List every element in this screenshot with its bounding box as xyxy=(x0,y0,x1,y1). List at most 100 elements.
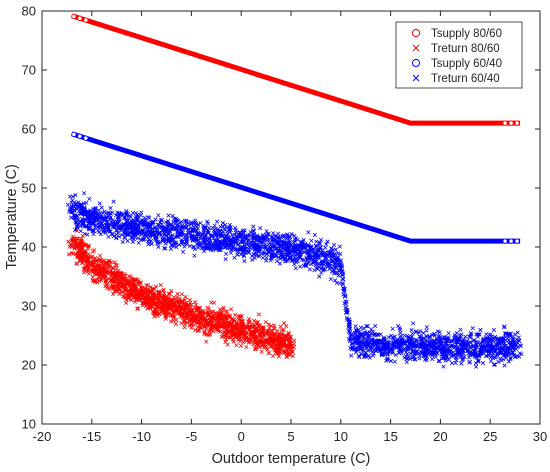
series-treturn-60-40-point xyxy=(78,229,83,234)
series-treturn-60-40-point xyxy=(102,209,107,214)
series-treturn-60-40-point xyxy=(250,257,255,262)
series-treturn-60-40-point xyxy=(206,230,211,235)
legend-label: Treturn 80/60 xyxy=(431,43,500,55)
series-treturn-60-40-point xyxy=(81,212,86,217)
series-treturn-60-40-point xyxy=(106,228,111,233)
series-treturn-60-40-point xyxy=(202,230,207,235)
series-treturn-60-40-point xyxy=(485,336,490,341)
series-treturn-60-40-point xyxy=(463,334,468,339)
series-treturn-60-40-point xyxy=(88,211,93,216)
series-treturn-80-60-point xyxy=(252,318,257,323)
series-treturn-60-40-point xyxy=(448,349,453,354)
series-treturn-60-40-point xyxy=(163,220,168,225)
series-treturn-60-40-point xyxy=(503,343,508,349)
y-tick-label: 10 xyxy=(22,417,36,432)
series-treturn-60-40-point xyxy=(323,258,329,263)
series-treturn-60-40-point xyxy=(223,257,228,262)
series-treturn-60-40-point xyxy=(97,201,102,206)
series-treturn-60-40-point xyxy=(329,249,334,255)
series-treturn-60-40-point xyxy=(204,219,210,224)
series-treturn-60-40-point xyxy=(192,220,197,226)
series-treturn-60-40-point xyxy=(177,232,182,237)
series-treturn-60-40-point xyxy=(220,220,225,226)
series-treturn-60-40-point xyxy=(264,229,269,234)
series-treturn-60-40-point xyxy=(459,332,464,337)
series-treturn-80-60-point xyxy=(263,320,268,325)
series-treturn-60-40-point xyxy=(445,336,450,341)
series-treturn-60-40-point xyxy=(462,354,467,359)
series-treturn-60-40-point xyxy=(399,337,404,342)
series-treturn-60-40-point xyxy=(280,255,285,260)
series-treturn-60-40-point xyxy=(356,327,361,332)
series-treturn-60-40-point xyxy=(417,353,422,358)
series-treturn-60-40-point xyxy=(314,239,319,244)
series-treturn-60-40-point xyxy=(179,225,184,230)
series-treturn-60-40-point xyxy=(163,241,168,246)
series-treturn-60-40-point xyxy=(338,252,343,257)
series-treturn-60-40-point xyxy=(459,361,464,366)
series-treturn-60-40-point xyxy=(317,274,322,279)
series-treturn-60-40-point xyxy=(91,228,97,234)
series-treturn-60-40-point xyxy=(84,209,89,214)
series-treturn-80-60-point xyxy=(259,349,264,354)
series-treturn-60-40-point xyxy=(138,219,143,224)
series-treturn-60-40-point xyxy=(277,261,282,266)
series-treturn-60-40-point xyxy=(163,246,168,251)
series-tsupply-60-40-point xyxy=(514,238,520,244)
series-treturn-80-60-point xyxy=(276,354,281,359)
series-treturn-80-60-point xyxy=(86,271,91,276)
series-treturn-60-40-point xyxy=(133,211,138,216)
series-treturn-60-40-point xyxy=(180,225,185,230)
x-tick-label: 10 xyxy=(334,429,348,444)
series-treturn-60-40-point xyxy=(484,332,489,337)
series-treturn-60-40-point xyxy=(108,216,113,221)
series-treturn-60-40-point xyxy=(166,213,171,218)
series-treturn-60-40-point xyxy=(484,353,489,358)
series-treturn-80-60-point xyxy=(229,307,234,312)
series-treturn-60-40-point xyxy=(374,338,379,343)
series-treturn-60-40-point xyxy=(430,357,435,362)
series-treturn-60-40-point xyxy=(502,324,507,329)
series-treturn-80-60-point xyxy=(187,298,192,303)
series-treturn-60-40-point xyxy=(461,351,466,356)
series-tsupply-80-60-point xyxy=(83,17,89,23)
series-treturn-60-40-point xyxy=(505,352,510,357)
series-treturn-60-40-point xyxy=(196,222,201,227)
series-treturn-60-40-point xyxy=(510,350,515,355)
series-treturn-60-40-point xyxy=(81,201,87,206)
series-treturn-60-40-point xyxy=(219,240,224,245)
series-treturn-60-40-point xyxy=(506,359,511,364)
series-treturn-60-40-point xyxy=(172,241,177,246)
series-treturn-60-40-point xyxy=(173,241,178,246)
series-treturn-60-40-point xyxy=(365,348,370,353)
series-treturn-60-40-point xyxy=(134,217,139,222)
series-treturn-60-40-point xyxy=(449,353,455,358)
series-treturn-80-60-point xyxy=(256,312,261,317)
series-treturn-60-40-point xyxy=(106,234,111,239)
series-treturn-60-40-point xyxy=(449,361,455,366)
series-treturn-80-60-point xyxy=(103,284,108,289)
series-treturn-60-40-point xyxy=(181,249,186,254)
series-treturn-60-40-point xyxy=(148,233,153,238)
series-treturn-60-40-point xyxy=(405,351,410,356)
series-treturn-60-40-point xyxy=(471,338,476,343)
series-treturn-60-40-point xyxy=(339,258,344,263)
series-treturn-60-40-point xyxy=(99,211,104,217)
series-treturn-60-40-point xyxy=(184,218,189,223)
series-treturn-60-40-point xyxy=(323,245,328,250)
series-treturn-60-40-point xyxy=(92,209,97,214)
series-treturn-60-40-point xyxy=(146,215,151,220)
series-treturn-60-40-point xyxy=(396,323,401,328)
series-treturn-60-40-point xyxy=(288,255,293,260)
series-treturn-60-40-point xyxy=(242,254,247,259)
series-treturn-60-40-point xyxy=(240,228,245,233)
x-tick-label: 30 xyxy=(533,429,547,444)
series-treturn-60-40-point xyxy=(303,262,308,267)
series-treturn-60-40-point xyxy=(188,225,193,230)
series-treturn-80-60-point xyxy=(233,312,238,317)
series-treturn-60-40-point xyxy=(441,364,446,369)
series-treturn-60-40-point xyxy=(184,238,189,243)
series-tsupply-60-40-point xyxy=(508,238,514,244)
series-treturn-60-40-point xyxy=(115,210,120,215)
series-treturn-60-40-point xyxy=(515,330,520,335)
